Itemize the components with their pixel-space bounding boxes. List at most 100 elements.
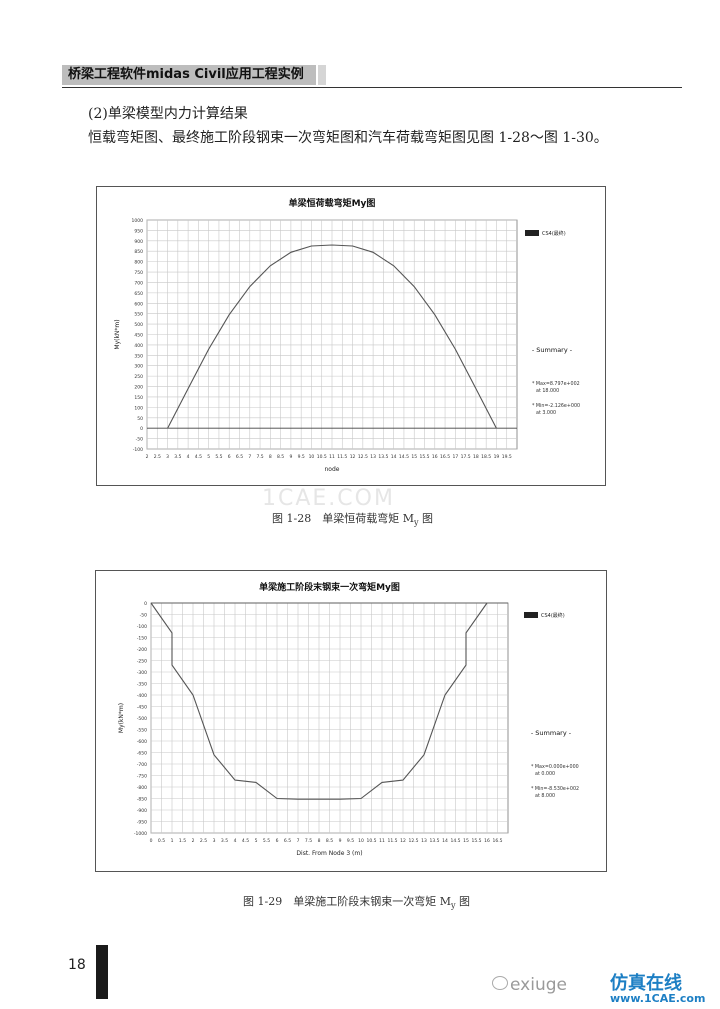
x-tick-label: 14.5 [450, 838, 460, 844]
y-tick-label: 850 [134, 249, 143, 255]
y-tick-label: -750 [137, 774, 147, 780]
x-tick-label: 3.5 [174, 454, 181, 460]
legend-swatch [524, 612, 538, 618]
y-tick-label: 200 [134, 385, 143, 391]
x-tick-label: 5.5 [215, 454, 222, 460]
legend-swatch [525, 230, 539, 236]
chart-title: 单梁恒荷载弯矩My图 [289, 197, 376, 209]
x-tick-label: 4.5 [195, 454, 202, 460]
x-tick-label: 17 [452, 454, 458, 460]
y-tick-label: 250 [134, 374, 143, 380]
x-tick-label: 19 [494, 454, 500, 460]
x-tick-label: 2 [192, 838, 195, 844]
y-tick-label: 400 [134, 343, 143, 349]
y-tick-label: -950 [137, 820, 147, 826]
x-tick-label: 4 [187, 454, 190, 460]
summary-max-at: at 18.000 [536, 388, 559, 394]
page-tab-marker [96, 945, 108, 999]
y-tick-label: 150 [134, 395, 143, 401]
x-tick-label: 15 [411, 454, 417, 460]
y-tick-label: -100 [137, 624, 147, 630]
x-tick-label: 5 [207, 454, 210, 460]
y-tick-label: 600 [134, 301, 143, 307]
y-tick-label: -200 [137, 647, 147, 653]
x-axis-label: Dist. From Node 3 (m) [296, 850, 362, 857]
y-tick-label: 50 [137, 416, 143, 422]
x-tick-label: 17.5 [461, 454, 471, 460]
y-tick-label: 800 [134, 260, 143, 266]
x-tick-label: 11.5 [337, 454, 347, 460]
y-axis-label: My(kN*m) [114, 319, 121, 349]
y-tick-label: 1000 [132, 218, 144, 224]
summary-max-at: at 0.000 [535, 771, 555, 777]
y-tick-label: 550 [134, 312, 143, 318]
y-tick-label: -100 [133, 447, 143, 453]
series-line [167, 244, 497, 429]
x-tick-label: 9.5 [347, 838, 354, 844]
x-tick-label: 8 [318, 838, 321, 844]
y-tick-label: -850 [137, 797, 147, 803]
summary-max: * Max=8.797e+002 [532, 381, 580, 387]
x-tick-label: 5 [255, 838, 258, 844]
x-tick-label: 10.5 [366, 838, 376, 844]
page-number: 18 [68, 957, 86, 973]
x-tick-label: 8.5 [277, 454, 284, 460]
chart-title: 单梁施工阶段末钢束一次弯矩My图 [259, 581, 400, 593]
x-axis-label: node [325, 466, 340, 473]
x-tick-label: 6.5 [284, 838, 291, 844]
x-tick-label: 6.5 [236, 454, 243, 460]
legend-label: CS4(最终) [542, 230, 566, 237]
site-logo-text: 仿真在线 [610, 973, 682, 994]
x-tick-label: 3.5 [221, 838, 228, 844]
book-header: 桥梁工程软件midas Civil应用工程实例 [62, 65, 326, 85]
x-tick-label: 0 [150, 838, 153, 844]
x-tick-label: 13.5 [378, 454, 388, 460]
y-tick-label: -600 [137, 739, 147, 745]
summary-min-at: at 8.000 [535, 793, 555, 799]
x-tick-label: 7.5 [256, 454, 263, 460]
figure-1-28: 单梁恒荷载弯矩My图 -100 -50 0 50 100 150 200 250 300 350 40… [96, 186, 606, 486]
x-tick-label: 9 [339, 838, 342, 844]
x-tick-label: 18 [473, 454, 479, 460]
y-tick-label: -800 [137, 785, 147, 791]
x-tick-label: 18.5 [481, 454, 491, 460]
summary-min: * Min=-2.126e+000 [532, 403, 580, 409]
y-tick-label: 950 [134, 228, 143, 234]
x-tick-label: 15 [463, 838, 469, 844]
x-tick-label: 0.5 [158, 838, 165, 844]
y-tick-label: -150 [137, 636, 147, 642]
x-tick-label: 10 [358, 838, 364, 844]
x-tick-label: 3 [213, 838, 216, 844]
y-tick-label: 0 [140, 426, 143, 432]
x-tick-label: 8.5 [326, 838, 333, 844]
x-tick-label: 7 [248, 454, 251, 460]
x-tick-label: 13 [421, 838, 427, 844]
x-tick-label: 7.5 [305, 838, 312, 844]
body-paragraph: 恒载弯矩图、最终施工阶段钢束一次弯矩图和汽车荷载弯矩图见图 1-28～图 1-3… [88, 130, 608, 146]
y-tick-label: 0 [144, 601, 147, 607]
x-tick-label: 15.5 [471, 838, 481, 844]
x-tick-label: 16 [432, 454, 438, 460]
y-tick-label: -400 [137, 693, 147, 699]
y-tick-label: 750 [134, 270, 143, 276]
x-tick-label: 11 [379, 838, 385, 844]
x-tick-label: 4.5 [242, 838, 249, 844]
x-tick-label: 11 [329, 454, 335, 460]
summary-title: - Summary - [532, 346, 573, 354]
x-tick-label: 10 [309, 454, 315, 460]
series-line [150, 602, 488, 800]
header-rule [62, 87, 682, 88]
y-tick-label: 900 [134, 239, 143, 245]
x-tick-label: 11.5 [387, 838, 397, 844]
x-tick-label: 16 [484, 838, 490, 844]
site-url: www.1CAE.com [610, 992, 706, 1005]
x-tick-label: 9.5 [298, 454, 305, 460]
x-tick-label: 2.5 [200, 838, 207, 844]
summary-min-at: at 3.000 [536, 410, 556, 416]
y-tick-label: -50 [140, 613, 147, 619]
y-tick-label: -1000 [134, 831, 147, 837]
x-tick-label: 19.5 [502, 454, 512, 460]
x-tick-label: 4 [234, 838, 237, 844]
y-tick-label: -500 [137, 716, 147, 722]
x-tick-label: 2.5 [154, 454, 161, 460]
